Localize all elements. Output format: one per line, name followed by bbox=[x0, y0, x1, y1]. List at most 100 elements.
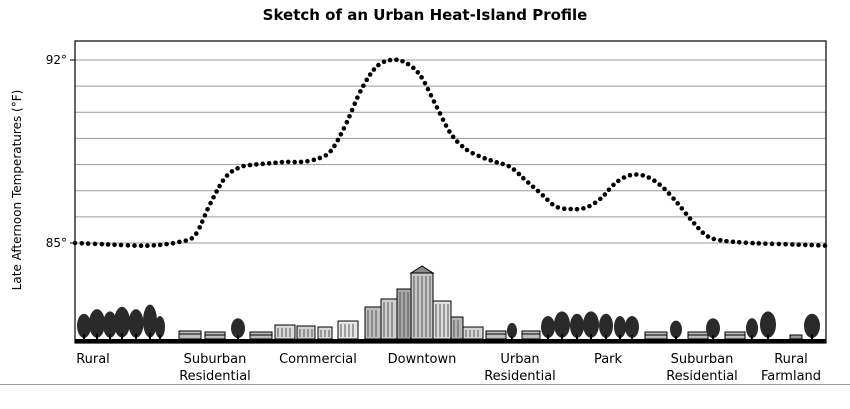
curve-dot bbox=[555, 205, 561, 210]
tree-trunk bbox=[590, 334, 592, 339]
zone-label: Residential bbox=[484, 369, 556, 384]
curve-dot bbox=[394, 57, 399, 63]
curve-dot bbox=[587, 203, 592, 209]
curve-dot bbox=[211, 194, 216, 200]
curve-dot bbox=[530, 184, 536, 190]
curve-dot bbox=[298, 159, 304, 165]
curve-dot bbox=[193, 231, 199, 236]
zone-label: Residential bbox=[666, 369, 738, 384]
curve-dot bbox=[822, 243, 828, 248]
tree-trunk bbox=[712, 335, 714, 339]
house-icon bbox=[521, 330, 541, 340]
tree-trunk bbox=[96, 333, 98, 339]
curve-dot bbox=[99, 241, 105, 247]
curve-dot bbox=[376, 62, 381, 68]
curve-dot bbox=[687, 216, 693, 221]
tree-icon bbox=[541, 316, 555, 338]
tree-trunk bbox=[751, 335, 753, 339]
curve-dot bbox=[79, 240, 85, 246]
curve-dot bbox=[790, 242, 795, 247]
curve-dot bbox=[112, 242, 117, 248]
tree-icon bbox=[507, 322, 517, 339]
curve-dot bbox=[666, 191, 672, 196]
zone-label: Commercial bbox=[279, 352, 357, 367]
curve-dot bbox=[183, 238, 189, 243]
curve-dot bbox=[415, 70, 421, 75]
curve-dot bbox=[447, 129, 452, 134]
chart-title: Sketch of an Urban Heat-Island Profile bbox=[262, 6, 588, 24]
tree-trunk bbox=[159, 335, 161, 339]
curve-dot bbox=[783, 241, 788, 247]
curve-dot bbox=[214, 189, 219, 194]
curve-dot bbox=[549, 201, 555, 207]
curve-dot bbox=[627, 172, 633, 178]
curve-dot bbox=[285, 159, 291, 165]
zone-label: Suburban bbox=[184, 352, 247, 367]
tower-roof bbox=[409, 265, 435, 274]
curve-dot bbox=[72, 240, 78, 246]
curve-dot bbox=[540, 193, 546, 198]
curve-dot bbox=[535, 188, 541, 194]
y-ticks: 85° 92° bbox=[46, 53, 75, 250]
curve-dot bbox=[776, 241, 782, 247]
zone-label: Rural bbox=[76, 352, 110, 367]
curve-dot bbox=[177, 239, 182, 245]
zone-label: Rural bbox=[774, 352, 808, 367]
curve-dot bbox=[470, 150, 475, 156]
bottom-divider bbox=[0, 384, 850, 385]
curve-dot bbox=[229, 169, 235, 174]
zone-label: Suburban bbox=[671, 352, 734, 367]
building-icon bbox=[380, 298, 398, 340]
gridlines bbox=[75, 59, 826, 244]
curve-dot bbox=[367, 72, 373, 77]
curve-dot bbox=[292, 159, 297, 165]
tree-icon bbox=[554, 311, 570, 338]
tree-icon bbox=[804, 313, 820, 338]
curve-dot bbox=[482, 156, 487, 161]
zone-label: Residential bbox=[179, 369, 251, 384]
curve-dot bbox=[138, 243, 144, 249]
curve-dot bbox=[511, 167, 517, 172]
tree-trunk bbox=[619, 335, 621, 339]
curve-dot bbox=[164, 241, 169, 247]
tree-trunk bbox=[83, 334, 85, 339]
zone-labels: Rural Suburban Residential Commercial Downto… bbox=[76, 352, 821, 384]
curve-dot bbox=[371, 67, 377, 72]
curve-dot bbox=[769, 241, 775, 247]
curve-dot bbox=[352, 101, 358, 106]
curve-dot bbox=[437, 111, 443, 116]
curve-dot bbox=[405, 61, 411, 67]
curve-dot bbox=[679, 206, 685, 211]
curve-dot bbox=[358, 89, 363, 94]
curve-dot bbox=[344, 119, 350, 125]
plot-frame bbox=[74, 40, 827, 344]
curve-dot bbox=[494, 160, 499, 165]
curve-dot bbox=[602, 192, 608, 197]
zone-label: Park bbox=[594, 352, 623, 367]
curve-dot bbox=[675, 201, 680, 206]
curve-dot bbox=[581, 206, 586, 211]
curve-dot bbox=[118, 242, 124, 248]
curve-dot bbox=[476, 153, 481, 159]
curve-dot bbox=[208, 200, 213, 206]
tree-trunk bbox=[121, 333, 123, 339]
tree-icon bbox=[614, 316, 626, 338]
zone-label: Farmland bbox=[761, 369, 821, 384]
curve-dot bbox=[260, 161, 266, 167]
tree-icon bbox=[599, 313, 613, 338]
curve-dot bbox=[683, 211, 689, 216]
curve-dot bbox=[419, 75, 424, 80]
curve-dot bbox=[454, 139, 460, 144]
tree-icon bbox=[760, 311, 776, 338]
curve-dot bbox=[440, 117, 446, 122]
curve-dot bbox=[431, 99, 437, 104]
curve-dot bbox=[400, 58, 405, 64]
house-icon bbox=[178, 330, 202, 340]
curve-dot bbox=[125, 243, 131, 248]
curve-dot bbox=[224, 173, 230, 178]
curve-dot bbox=[521, 175, 526, 181]
curve-dot bbox=[657, 182, 662, 187]
curve-dot bbox=[736, 239, 742, 245]
curve-dot bbox=[217, 183, 222, 189]
curve-dot bbox=[422, 80, 428, 86]
